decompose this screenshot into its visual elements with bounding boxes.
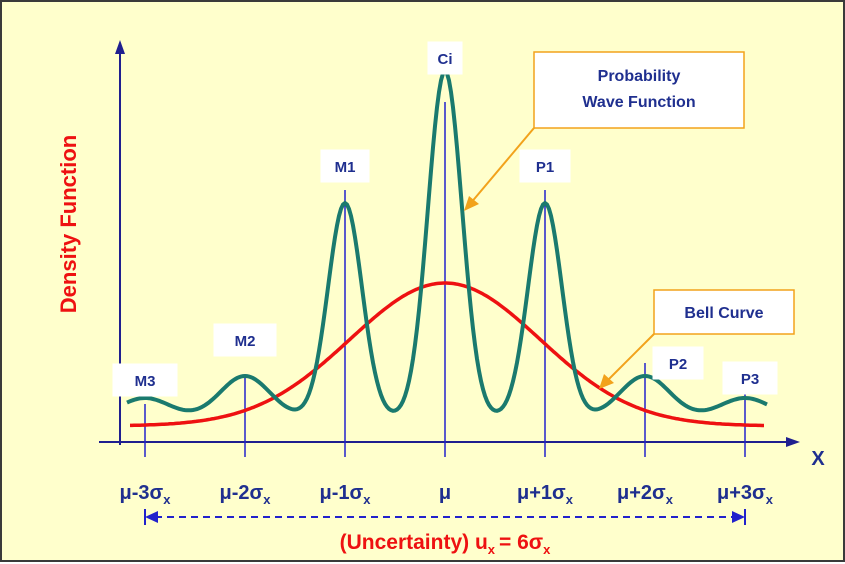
peak-label-box	[427, 41, 463, 75]
tick-label: μ-3σx	[120, 482, 172, 507]
peak-label-ci: Ci	[427, 41, 463, 75]
peak-label-box	[722, 361, 778, 395]
peak-label-text: M1	[335, 159, 356, 176]
wave-callout-line-1: Probability	[598, 68, 681, 85]
wave-callout-arrow	[469, 127, 535, 205]
y-axis-label: Density Function	[56, 135, 81, 313]
bell-callout-label: Bell Curve	[684, 305, 763, 322]
tick-label: μ	[439, 482, 451, 504]
x-axis-label: X	[811, 448, 825, 470]
x-axis-arrowhead	[786, 437, 800, 447]
wave-callout: Probability Wave Function	[533, 51, 745, 129]
peak-label-box	[652, 346, 704, 380]
peak-label-p3: P3	[722, 361, 778, 395]
peak-label-text: Ci	[438, 51, 453, 68]
peak-label-box	[213, 323, 277, 357]
peak-label-m2: M2	[213, 323, 277, 357]
peak-label-text: M2	[235, 333, 256, 350]
uncertainty-middle: = 6σ	[499, 531, 543, 554]
tick-label: μ+1σx	[517, 482, 574, 507]
peak-label-p2: P2	[652, 346, 704, 380]
uncertainty-arrowhead-left	[145, 511, 158, 523]
peak-label-p1: P1	[519, 149, 571, 183]
tick-label: μ+2σx	[617, 482, 674, 507]
uncertainty-sub-1: x	[488, 542, 496, 557]
tick-label: μ-2σx	[220, 482, 272, 507]
peak-label-text: P1	[536, 159, 554, 176]
y-axis-arrowhead	[115, 40, 125, 54]
peak-label-text: P2	[669, 356, 687, 373]
tick-label: μ+3σx	[717, 482, 774, 507]
uncertainty-arrowhead-right	[732, 511, 745, 523]
peak-label-m1: M1	[320, 149, 370, 183]
peak-label-box	[320, 149, 370, 183]
uncertainty-label: (Uncertainty) ux = 6σx	[340, 531, 552, 557]
wave-callout-line-2: Wave Function	[582, 94, 695, 111]
bell-callout-arrow	[605, 333, 655, 383]
uncertainty-prefix: (Uncertainty) u	[340, 531, 488, 554]
peak-label-box	[519, 149, 571, 183]
peak-label-m3: M3	[112, 363, 178, 397]
peak-label-box	[112, 363, 178, 397]
bell-curve	[130, 281, 764, 428]
uncertainty-sub-2: x	[543, 542, 551, 557]
bell-callout-arrowhead	[599, 374, 614, 389]
bell-callout: Bell Curve	[653, 289, 795, 335]
peak-label-text: M3	[135, 373, 156, 390]
wave-callout-arrowhead	[464, 196, 479, 211]
peak-label-text: P3	[741, 371, 759, 388]
tick-label: μ-1σx	[320, 482, 372, 507]
